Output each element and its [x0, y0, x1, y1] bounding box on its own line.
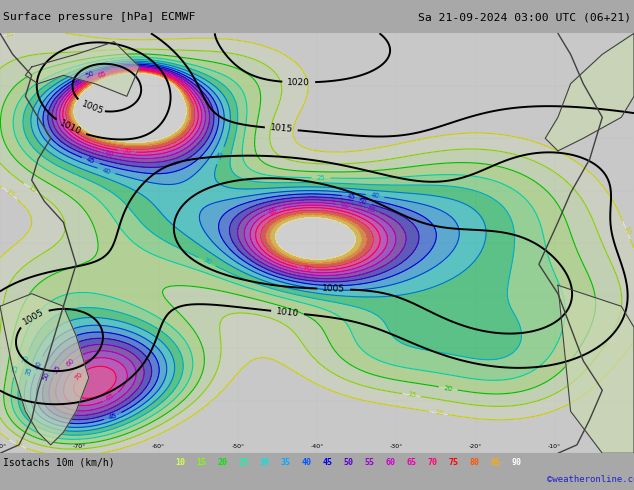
Text: 1005: 1005 — [21, 307, 46, 326]
Text: 55: 55 — [365, 458, 375, 466]
Text: 70: 70 — [302, 266, 311, 272]
Text: 60: 60 — [385, 458, 396, 466]
Text: -10°: -10° — [548, 444, 561, 449]
Text: 50: 50 — [85, 70, 95, 79]
Text: 35: 35 — [25, 366, 34, 376]
Text: 65: 65 — [105, 392, 116, 402]
Text: 10: 10 — [4, 30, 15, 38]
Text: 10: 10 — [4, 188, 15, 198]
Text: 20: 20 — [217, 458, 228, 466]
Text: 1005: 1005 — [322, 284, 346, 294]
Text: Sa 21-09-2024 03:00 UTC (06+21): Sa 21-09-2024 03:00 UTC (06+21) — [418, 12, 631, 23]
Text: 65: 65 — [268, 207, 278, 216]
Text: -60°: -60° — [152, 444, 165, 449]
Polygon shape — [558, 285, 634, 453]
Text: 40: 40 — [370, 192, 380, 199]
Text: 50: 50 — [358, 198, 367, 206]
Text: -40°: -40° — [311, 444, 323, 449]
Text: 70: 70 — [428, 458, 437, 466]
Text: 70: 70 — [74, 371, 84, 382]
Text: 35: 35 — [216, 150, 225, 161]
Text: 40: 40 — [34, 360, 43, 370]
Text: Isotachs 10m (km/h): Isotachs 10m (km/h) — [3, 457, 115, 467]
Text: 55: 55 — [53, 364, 62, 374]
Text: 10: 10 — [12, 440, 23, 449]
Polygon shape — [545, 33, 634, 151]
Polygon shape — [0, 294, 89, 445]
Text: 45: 45 — [323, 458, 333, 466]
Text: 25: 25 — [238, 458, 249, 466]
Text: 10: 10 — [176, 458, 186, 466]
Text: 60: 60 — [65, 358, 76, 368]
Text: 20: 20 — [443, 385, 453, 392]
Text: 50: 50 — [42, 371, 51, 382]
Text: 70: 70 — [122, 148, 132, 155]
Text: 40: 40 — [101, 167, 112, 175]
Text: 15: 15 — [406, 392, 417, 399]
Text: -30°: -30° — [390, 444, 403, 449]
Text: 25: 25 — [316, 175, 325, 181]
Text: 65: 65 — [406, 458, 417, 466]
Text: -80°: -80° — [0, 444, 6, 449]
Text: 45: 45 — [108, 412, 118, 421]
Text: 60: 60 — [340, 202, 350, 209]
Text: 1010: 1010 — [58, 119, 83, 137]
Polygon shape — [25, 42, 139, 97]
Text: 15: 15 — [197, 458, 207, 466]
Text: 25: 25 — [12, 363, 20, 373]
Text: 45: 45 — [346, 193, 356, 200]
Text: 45: 45 — [86, 156, 96, 165]
Text: 10: 10 — [622, 225, 631, 235]
Text: 80: 80 — [470, 458, 480, 466]
Text: -50°: -50° — [231, 444, 244, 449]
Text: 60: 60 — [105, 150, 115, 158]
Text: -20°: -20° — [469, 444, 482, 449]
Text: 10: 10 — [434, 409, 444, 416]
Text: Surface pressure [hPa] ECMWF: Surface pressure [hPa] ECMWF — [3, 12, 196, 23]
Text: 30: 30 — [202, 257, 212, 267]
Text: 15: 15 — [27, 184, 37, 194]
Text: ©weatheronline.co.uk: ©weatheronline.co.uk — [547, 475, 634, 484]
Text: 40: 40 — [302, 458, 312, 466]
Text: 1010: 1010 — [276, 307, 299, 318]
Text: 35: 35 — [281, 458, 291, 466]
Text: 75: 75 — [449, 458, 459, 466]
Text: 1005: 1005 — [80, 100, 105, 117]
Text: 1020: 1020 — [287, 78, 310, 87]
Text: 55: 55 — [72, 77, 83, 87]
Text: 1015: 1015 — [269, 123, 293, 134]
Text: -70°: -70° — [73, 444, 86, 449]
Text: 30: 30 — [260, 458, 269, 466]
Text: 90: 90 — [512, 458, 522, 466]
Text: 50: 50 — [344, 458, 354, 466]
Text: 85: 85 — [491, 458, 501, 466]
Text: 30: 30 — [22, 354, 30, 365]
Text: 55: 55 — [366, 205, 377, 213]
Text: 65: 65 — [96, 70, 107, 79]
